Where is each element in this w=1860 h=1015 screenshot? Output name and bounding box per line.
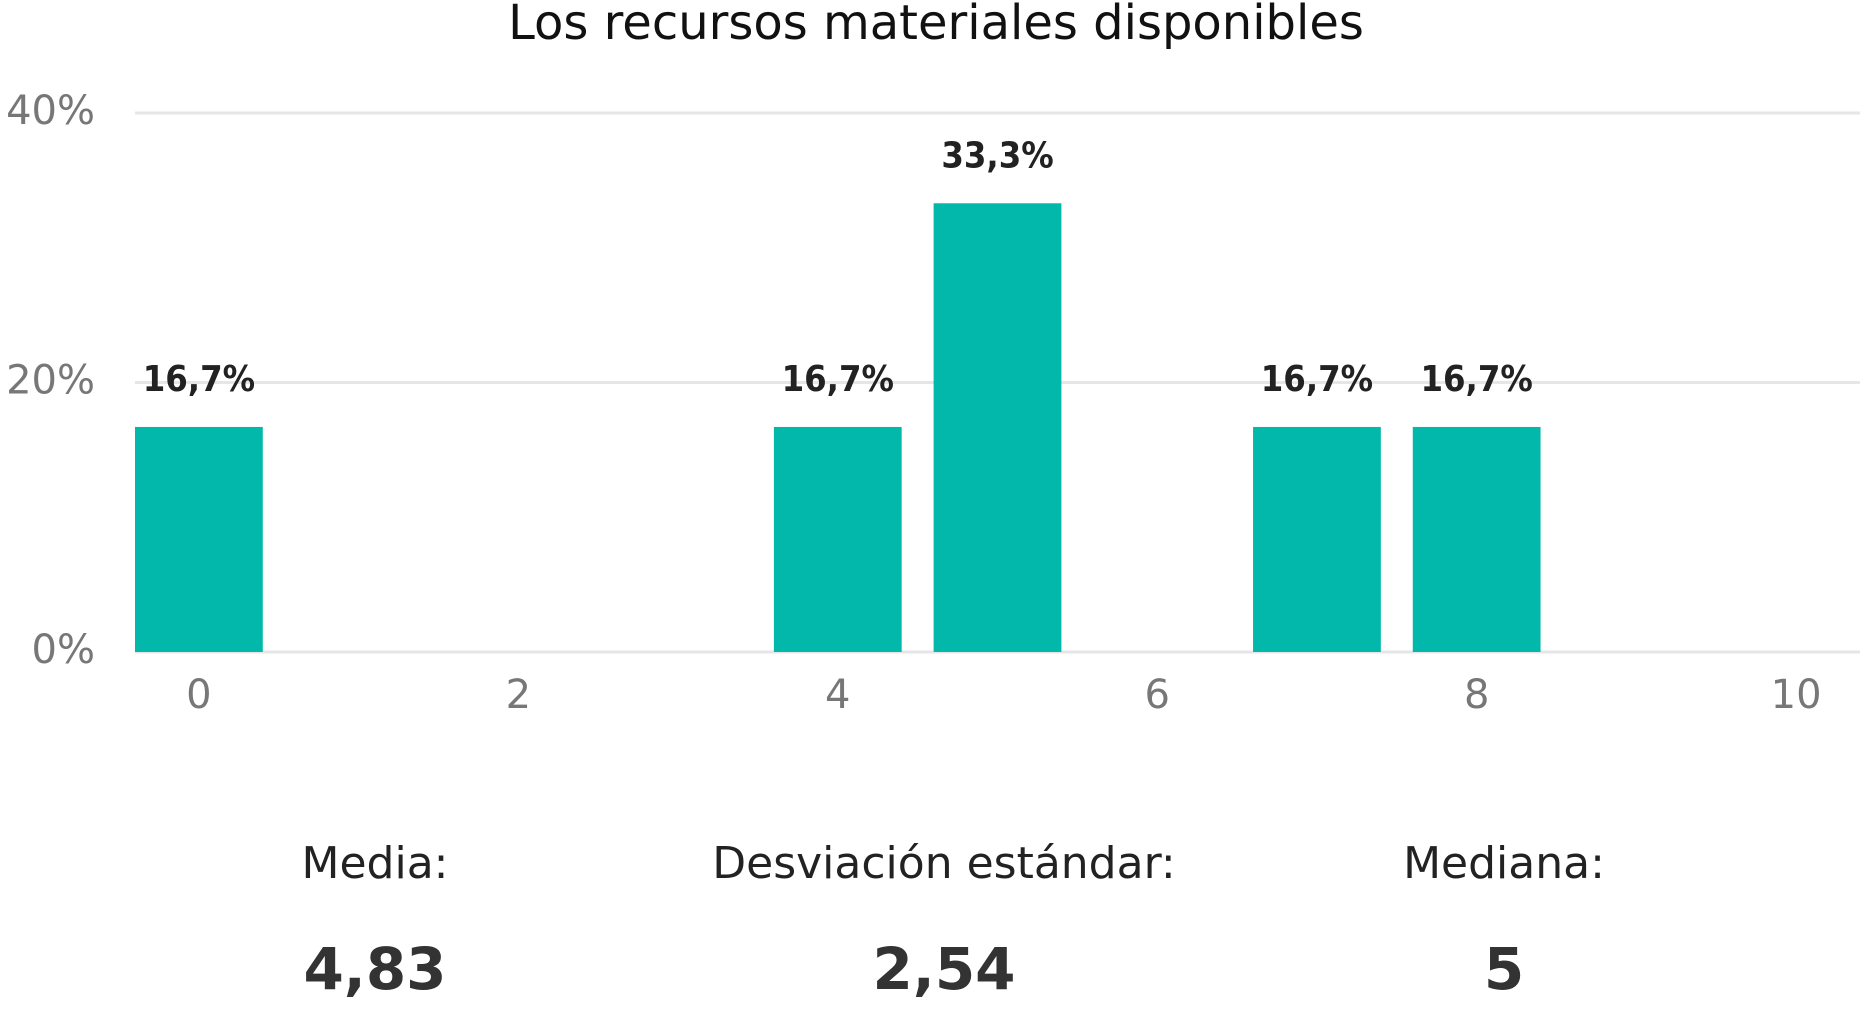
stat-value: 5 (1484, 935, 1524, 1003)
y-tick-label: 40% (6, 88, 95, 134)
data-label: 16,7% (1261, 359, 1373, 400)
x-tick-label: 4 (825, 672, 850, 718)
stat-label: Desviación estándar: (712, 838, 1175, 889)
data-label: 16,7% (782, 359, 894, 400)
bar (933, 203, 1062, 652)
data-label: 16,7% (1420, 359, 1532, 400)
chart-title: Los recursos materiales disponibles (508, 0, 1364, 51)
x-tick-label: 10 (1771, 672, 1822, 718)
stat-label: Media: (302, 838, 449, 889)
data-label: 16,7% (143, 359, 255, 400)
y-tick-label: 0% (32, 627, 95, 673)
stat-value: 2,54 (872, 935, 1015, 1003)
data-label: 33,3% (941, 135, 1053, 176)
x-tick-label: 8 (1464, 672, 1489, 718)
x-tick-label: 6 (1144, 672, 1169, 718)
bar (773, 426, 902, 652)
y-tick-label: 20% (6, 358, 95, 404)
bar (135, 426, 263, 652)
bar (1253, 426, 1381, 652)
x-tick-label: 0 (186, 672, 211, 718)
x-tick-label: 2 (506, 672, 531, 718)
bar (1412, 426, 1541, 652)
stat-label: Mediana: (1403, 838, 1605, 889)
stat-value: 4,83 (303, 935, 446, 1003)
